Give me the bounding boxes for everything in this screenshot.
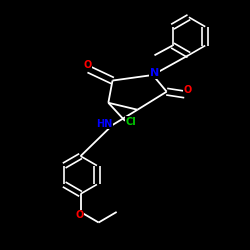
Text: N: N [150,68,159,78]
Text: O: O [84,60,92,70]
Text: HN: HN [96,118,112,128]
Text: O: O [184,85,192,95]
Text: O: O [75,210,83,220]
Text: Cl: Cl [126,117,136,127]
